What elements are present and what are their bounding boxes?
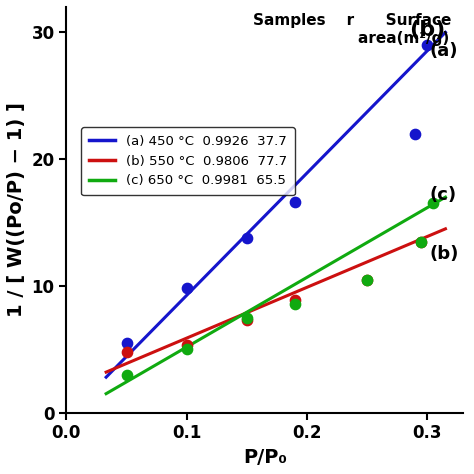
Point (123, 339, 130, 347)
Point (364, 276, 371, 283)
Point (123, 371, 130, 378)
X-axis label: P/P₀: P/P₀ (243, 448, 287, 467)
Point (418, 238, 425, 246)
Point (243, 314, 251, 321)
Text: (a): (a) (430, 42, 458, 60)
Point (291, 296, 299, 304)
Point (183, 342, 191, 349)
Legend: (a) 450 °C  0.9926  37.7, (b) 550 °C  0.9806  77.7, (c) 650 °C  0.9981  65.5: (a) 450 °C 0.9926 37.7, (b) 550 °C 0.980… (81, 127, 295, 195)
Point (183, 285, 191, 292)
Point (429, 200, 437, 207)
Point (418, 238, 425, 246)
Point (424, 41, 431, 49)
Point (364, 276, 371, 283)
Text: (c): (c) (430, 186, 457, 204)
Point (291, 199, 299, 206)
Text: (b): (b) (410, 19, 446, 40)
Point (243, 234, 251, 242)
Point (183, 346, 191, 353)
Text: Samples    r      Surface
                    area(m²/g): Samples r Surface area(m²/g) (253, 13, 451, 46)
Point (123, 348, 130, 356)
Point (243, 316, 251, 324)
Y-axis label: 1 / [ W((Po/P) − 1) ]: 1 / [ W((Po/P) − 1) ] (7, 102, 26, 317)
Point (411, 130, 419, 137)
Text: (b): (b) (430, 245, 459, 263)
Point (291, 300, 299, 308)
